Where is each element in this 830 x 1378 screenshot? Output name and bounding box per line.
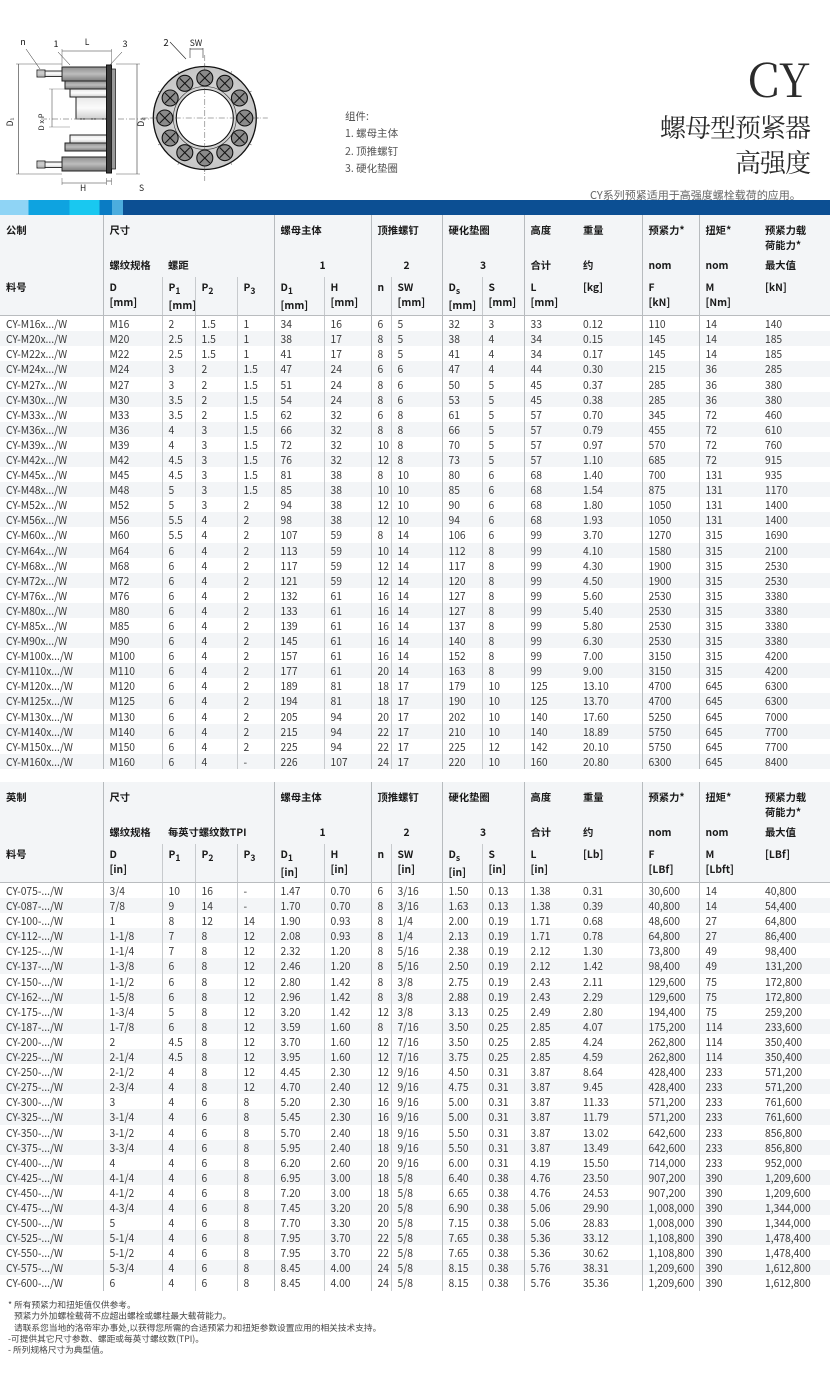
svg-text:SW: SW bbox=[190, 37, 203, 49]
svg-text:2: 2 bbox=[163, 35, 168, 49]
